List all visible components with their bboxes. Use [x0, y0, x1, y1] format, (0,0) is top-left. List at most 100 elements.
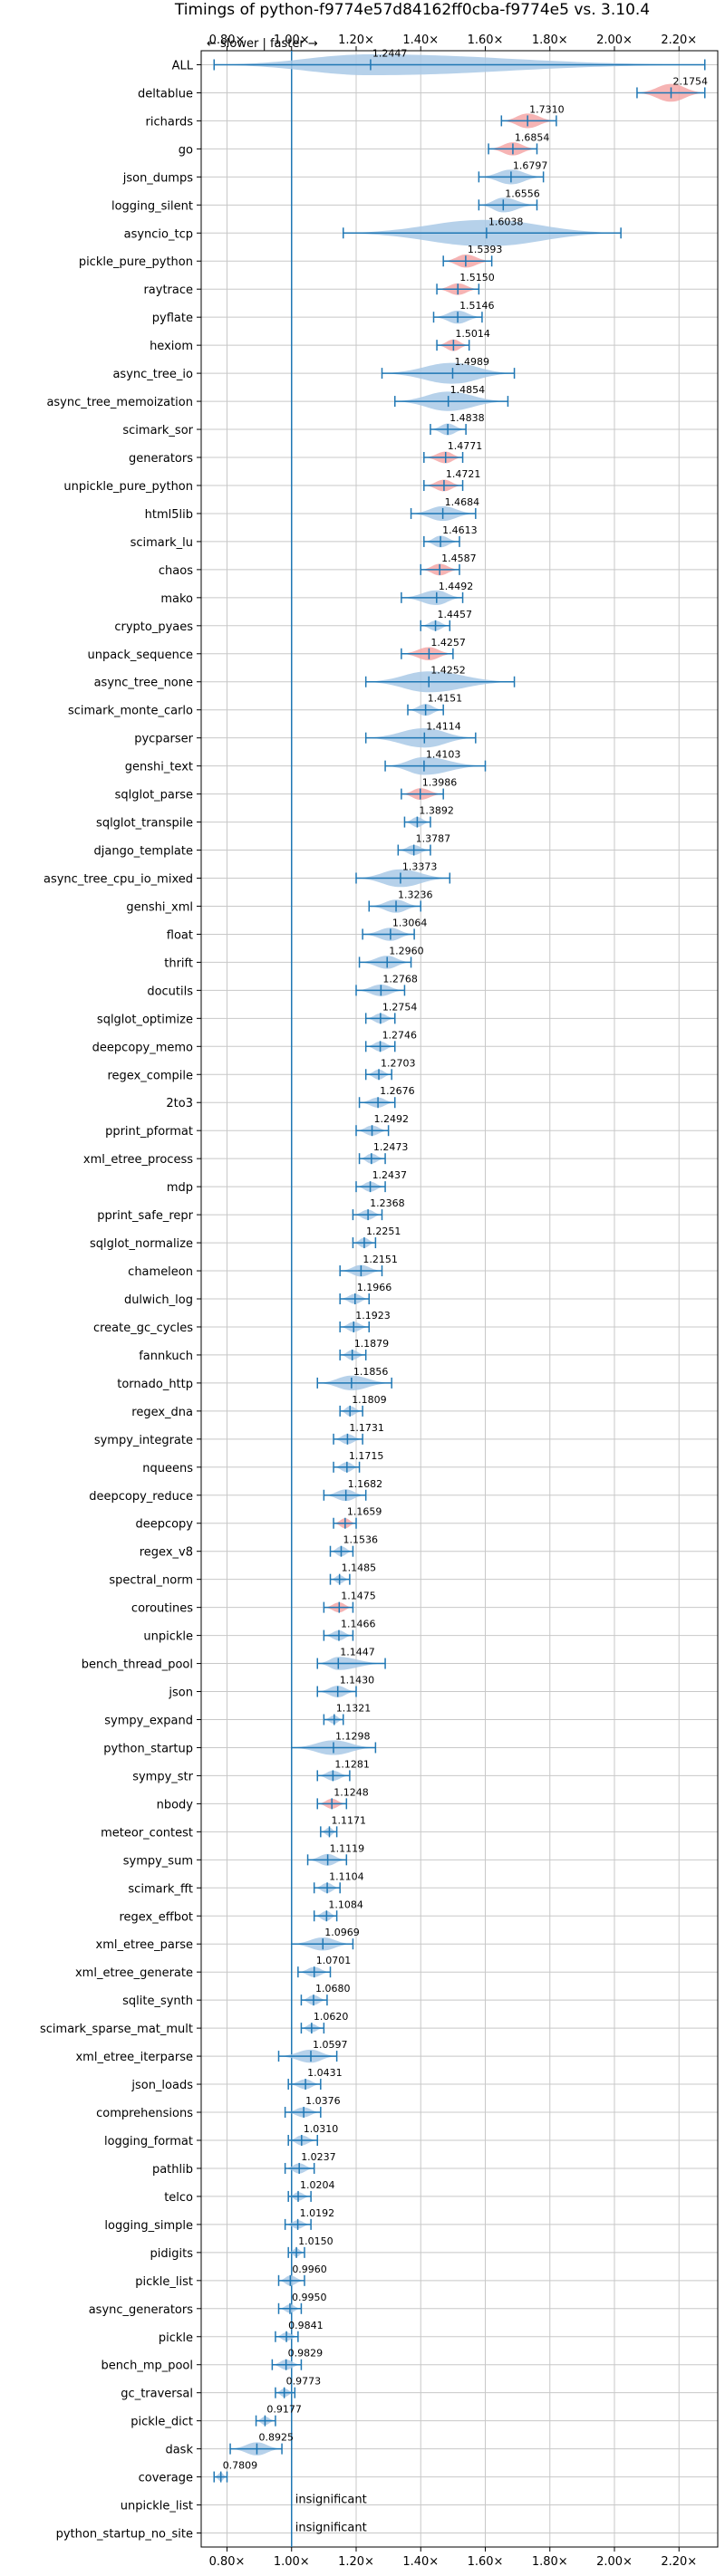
benchmark-label: scimark_sor — [122, 424, 193, 437]
benchmark-label: pickle — [159, 2331, 193, 2345]
value-label: 1.4151 — [428, 693, 463, 705]
benchmark-label: pprint_safe_repr — [97, 1209, 193, 1223]
value-label: 1.3892 — [419, 805, 454, 817]
benchmark-label: scimark_sparse_mat_mult — [40, 2023, 193, 2036]
benchmark-label: pyflate — [152, 312, 193, 325]
benchmark-label: json — [168, 1687, 193, 1700]
benchmark-label: raytrace — [143, 284, 193, 297]
value-label: 1.0376 — [305, 2095, 341, 2107]
benchmark-label: coverage — [139, 2472, 193, 2485]
value-label: 1.3373 — [402, 861, 438, 873]
insignificant-label: insignificant — [295, 2522, 367, 2535]
benchmark-label: gc_traversal — [121, 2388, 193, 2401]
benchmark-label: telco — [164, 2191, 193, 2205]
benchmark-label: chaos — [159, 564, 193, 578]
value-label: 1.1447 — [340, 1647, 375, 1658]
value-label: 1.4114 — [426, 721, 461, 733]
value-label: 1.4684 — [445, 496, 480, 508]
benchmark-label: generators — [129, 452, 193, 466]
benchmark-label: coroutines — [131, 1602, 193, 1616]
benchmark-label: comprehensions — [96, 2107, 193, 2120]
benchmark-label: sqlite_synth — [122, 1994, 193, 2008]
x-tick-label-top: 2.00× — [596, 34, 633, 47]
benchmark-label: pickle_list — [135, 2275, 193, 2289]
value-label: 1.6797 — [513, 159, 548, 171]
value-label: 1.5146 — [459, 300, 495, 312]
value-label: 1.1856 — [353, 1366, 389, 1378]
benchmark-label: tornado_http — [117, 1378, 193, 1391]
value-label: 1.2768 — [382, 973, 418, 985]
value-label: 1.1879 — [354, 1338, 390, 1350]
value-label: 1.2368 — [370, 1197, 405, 1209]
value-label: 1.0701 — [316, 1955, 352, 1966]
benchmark-label: sqlglot_transpile — [96, 817, 193, 831]
value-label: 1.1466 — [341, 1619, 376, 1630]
value-label: 1.7310 — [529, 103, 565, 115]
x-tick-label-bottom: 2.20× — [661, 2555, 697, 2569]
benchmark-label: async_tree_memoization — [46, 396, 193, 409]
benchmark-label: sympy_expand — [104, 1714, 193, 1727]
benchmark-label: sympy_integrate — [94, 1434, 193, 1447]
value-label: 1.0969 — [324, 1927, 360, 1938]
value-label: 1.1536 — [343, 1534, 378, 1546]
value-label: 0.9829 — [288, 2348, 324, 2360]
value-label: 0.9841 — [288, 2320, 324, 2331]
benchmark-label: logging_silent — [111, 199, 193, 213]
value-label: 1.1171 — [331, 1814, 366, 1826]
value-label: 1.4103 — [426, 749, 461, 761]
chart-title: Timings of python-f9774e57d84162ff0cba-f… — [174, 1, 650, 19]
value-label: 0.7809 — [223, 2460, 258, 2472]
benchmark-label: deepcopy_memo — [92, 1041, 193, 1054]
value-label: 1.2473 — [373, 1141, 409, 1153]
benchmark-label: sqlglot_optimize — [97, 1013, 193, 1026]
benchmark-label: pprint_pformat — [105, 1125, 193, 1139]
benchmark-label: go — [179, 143, 193, 157]
benchmark-label: html5lib — [145, 508, 193, 522]
benchmark-label: sympy_sum — [123, 1854, 193, 1868]
value-label: 1.2703 — [381, 1057, 416, 1069]
benchmark-label: pickle_pure_python — [79, 255, 193, 269]
value-label: 1.6556 — [505, 187, 540, 199]
benchmark-label: regex_v8 — [140, 1546, 193, 1560]
value-label: 1.1923 — [355, 1310, 391, 1322]
value-label: 1.4257 — [430, 637, 466, 649]
value-label: 1.1966 — [357, 1282, 392, 1293]
benchmark-label: bench_mp_pool — [101, 2360, 193, 2373]
x-tick-label-top: 1.60× — [468, 34, 504, 47]
benchmark-label: unpickle_pure_python — [63, 480, 193, 494]
value-label: 1.3236 — [398, 889, 433, 900]
value-label: 0.9177 — [266, 2404, 302, 2416]
x-tick-label-bottom: 1.40× — [402, 2555, 439, 2569]
value-label: 1.1430 — [340, 1675, 375, 1687]
benchmark-label: json_loads — [130, 2079, 193, 2092]
insignificant-label: insignificant — [295, 2494, 367, 2507]
benchmark-label: scimark_fft — [128, 1882, 193, 1896]
x-tick-label-bottom: 1.60× — [468, 2555, 504, 2569]
value-label: 1.0431 — [307, 2067, 343, 2079]
value-label: 1.1084 — [328, 1898, 363, 1910]
benchmark-label: regex_effbot — [119, 1910, 193, 1924]
benchmark-label: xml_etree_parse — [96, 1938, 193, 1952]
benchmark-label: deepcopy — [135, 1518, 193, 1532]
benchmark-label: ALL — [172, 59, 194, 72]
value-label: 0.8925 — [258, 2432, 294, 2444]
benchmark-label: crypto_pyaes — [114, 620, 193, 634]
benchmark-label: xml_etree_process — [83, 1153, 193, 1167]
value-label: 1.1809 — [352, 1394, 387, 1406]
value-label: 1.1485 — [342, 1562, 377, 1574]
benchmark-label: unpack_sequence — [87, 649, 193, 662]
x-tick-label-bottom: 1.20× — [338, 2555, 374, 2569]
benchmark-label: scimark_monte_carlo — [68, 705, 193, 718]
benchmark-label: python_startup_no_site — [56, 2528, 193, 2542]
value-label: 1.4613 — [442, 524, 478, 536]
value-label: 1.2960 — [389, 945, 424, 956]
value-label: 1.1475 — [341, 1591, 376, 1602]
benchmark-label: asyncio_tcp — [124, 227, 193, 241]
benchmark-label: docutils — [147, 985, 193, 998]
benchmark-label: deltablue — [138, 87, 193, 101]
value-label: 1.3986 — [422, 777, 458, 789]
benchmark-label: nbody — [157, 1798, 194, 1812]
x-tick-label-top: 1.00× — [274, 34, 310, 47]
value-label: 1.2676 — [380, 1085, 415, 1097]
